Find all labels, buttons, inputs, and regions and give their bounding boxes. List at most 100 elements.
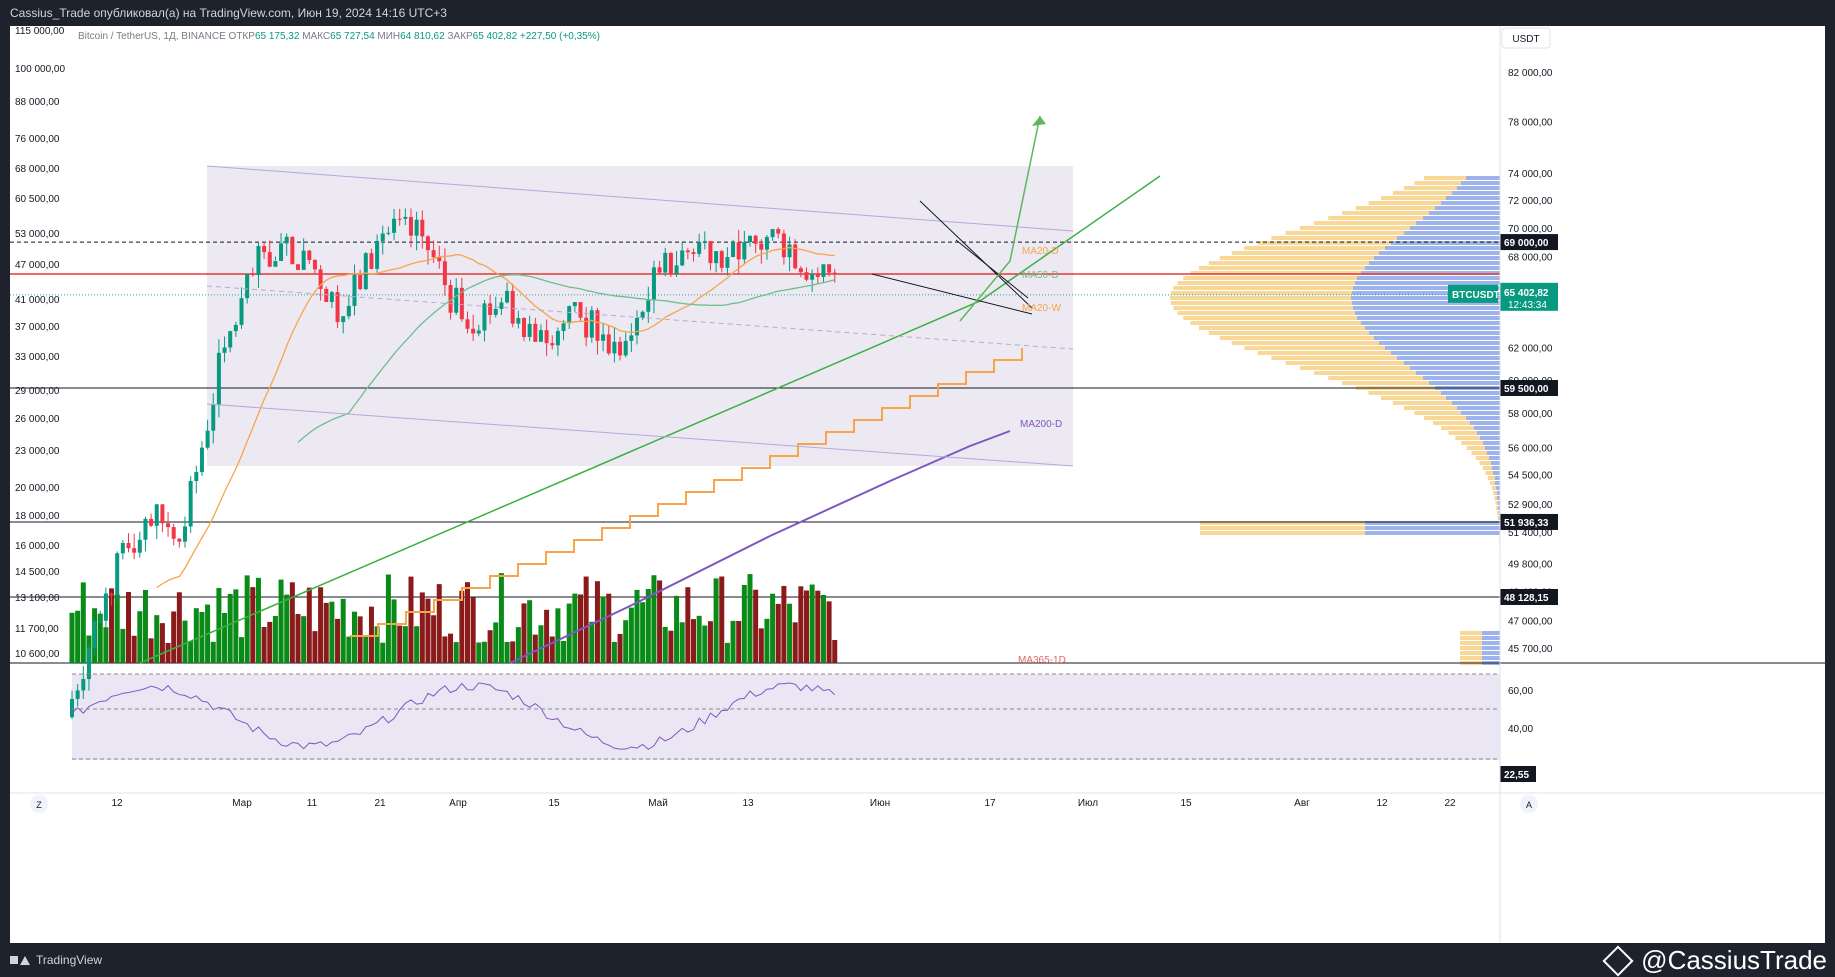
volume-profile-bar-sell (1471, 451, 1487, 455)
volume-profile-bar-buy (1365, 521, 1500, 525)
volume-profile-bar-buy (1480, 436, 1500, 440)
volume-profile-bar-sell (1219, 336, 1374, 340)
volume-profile-bar-sell (1244, 246, 1385, 250)
volume-bar (69, 612, 75, 663)
candle-body (171, 527, 176, 539)
auto-scale-label: A (1526, 800, 1532, 810)
price-chart[interactable]: MA20-D MA50-D MA20-W MA200-D MA365-1D 115 00… (10, 26, 1825, 943)
candle-body (561, 323, 566, 331)
x-axis-tick: 15 (1180, 798, 1192, 809)
volume-profile-bar-buy (1466, 176, 1500, 180)
label-ma200d: MA200-D (1020, 419, 1062, 430)
volume-bar (244, 575, 250, 663)
candle-body (352, 275, 357, 306)
candle-body (329, 292, 334, 302)
volume-bar (775, 603, 781, 663)
left-axis-tick: 13 100,00 (15, 593, 60, 604)
right-axis-tick: 74 000,00 (1508, 169, 1553, 180)
volume-profile-bar-sell (1183, 276, 1357, 280)
candle-body (612, 341, 617, 354)
volume-profile-bar-buy (1452, 401, 1500, 405)
auto-scale-button[interactable] (1520, 795, 1538, 813)
candle-body (301, 250, 306, 270)
volume-profile-bar-sell (1314, 221, 1416, 225)
candle-body (324, 288, 329, 302)
volume-bar (357, 616, 363, 663)
right-axis-tick: 58 000,00 (1508, 409, 1553, 420)
x-axis-tick: Мар (232, 798, 252, 809)
volume-bar (640, 602, 646, 663)
volume-bar (368, 606, 374, 663)
currency-button[interactable] (1501, 27, 1551, 49)
candle-body (550, 343, 555, 346)
volume-bar (210, 641, 216, 663)
candle-body (194, 472, 199, 482)
candle-body (341, 316, 346, 323)
volume-bar (515, 627, 521, 663)
left-axis-tick: 68 000,00 (15, 164, 60, 175)
volume-bar (391, 599, 397, 663)
volume-profile-bar-buy (1492, 466, 1500, 470)
volume-profile-bar-buy (1497, 491, 1500, 495)
candle-body (346, 305, 351, 317)
candle-body (731, 242, 736, 258)
tradingview-logo[interactable]: TradingView (10, 953, 102, 967)
volume-bar (832, 639, 838, 663)
volume-profile-bar-buy (1416, 371, 1500, 375)
volume-bar (691, 619, 696, 663)
left-axis-tick: 47 000,00 (15, 260, 60, 271)
volume-bar (289, 582, 295, 663)
volume-profile-bar-buy (1466, 416, 1500, 420)
candle-body (256, 246, 261, 276)
candle-body (646, 300, 651, 312)
volume-bar (109, 588, 115, 663)
candle-body (538, 330, 543, 342)
volume-bar (521, 603, 527, 663)
volume-profile-bar-sell (1271, 356, 1397, 360)
volume-profile-bar-sell (1257, 351, 1391, 355)
scale-z-button[interactable] (30, 795, 48, 813)
volume-profile-bar-sell (1479, 461, 1491, 465)
candle-body (702, 241, 707, 243)
left-axis-tick: 33 000,00 (15, 352, 60, 363)
candle-body (623, 340, 628, 356)
volume-bar (623, 620, 629, 663)
candle-body (143, 518, 148, 540)
candle-body (262, 246, 267, 253)
candle-body (736, 242, 741, 260)
volume-bar (131, 635, 137, 663)
candle-body (471, 328, 476, 334)
candle-body (120, 543, 125, 554)
volume-profile-bar-buy (1446, 396, 1500, 400)
volume-profile-bar-sell (1200, 521, 1365, 525)
volume-bar (668, 630, 674, 663)
left-axis-tick: 11 700,00 (15, 624, 59, 635)
volume-profile-bar-sell (1455, 436, 1480, 440)
volume-bar (645, 589, 651, 663)
candle-body (595, 310, 600, 341)
volume-profile-bar-sell (1170, 296, 1351, 300)
candle-body (465, 319, 470, 329)
candle-body (81, 679, 86, 691)
candle-body (284, 236, 289, 244)
candle-body (126, 543, 131, 549)
volume-profile-bar-sell (1460, 651, 1482, 655)
volume-bar (312, 631, 318, 663)
volume-profile-bar-sell (1485, 471, 1493, 475)
volume-bar (453, 642, 459, 663)
volume-profile-bar-sell (1328, 216, 1423, 220)
volume-profile-bar-buy (1457, 186, 1500, 190)
candle-body (205, 430, 210, 448)
candle-body (448, 285, 453, 313)
volume-bar (363, 636, 369, 663)
volume-profile-bar-sell (1355, 206, 1435, 210)
volume-bar (611, 641, 617, 663)
volume-profile-bar-sell (1403, 406, 1457, 410)
candle-body (273, 261, 278, 267)
candle-body (505, 290, 510, 303)
price-tag-box (1500, 513, 1558, 530)
candle-body (759, 243, 764, 250)
candle-body (798, 268, 803, 273)
candle-body (250, 274, 255, 276)
candle-body (555, 330, 560, 346)
